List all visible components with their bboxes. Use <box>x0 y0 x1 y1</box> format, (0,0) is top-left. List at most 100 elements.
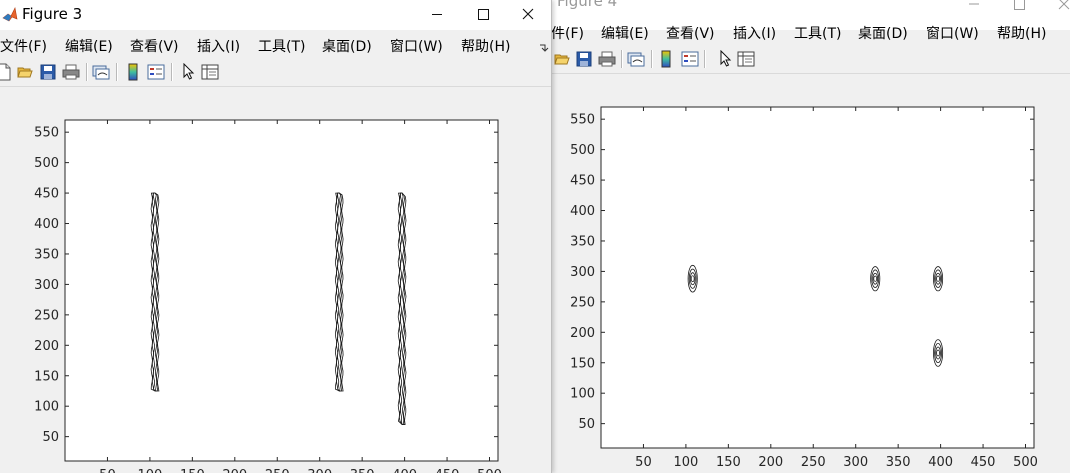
menu-edit[interactable]: 编辑(E) <box>65 39 113 55</box>
fig4-y-tick-label: 300 <box>570 265 595 280</box>
save-icon[interactable] <box>575 50 593 68</box>
menu-insert[interactable]: 插入(I) <box>733 26 777 42</box>
minimize-icon <box>432 14 442 15</box>
fig3-x-tick-label: 50 <box>99 468 116 473</box>
fig4-x-tick-label: 400 <box>928 455 953 470</box>
fig4-x-tick-label: 500 <box>1013 455 1038 470</box>
toolbar-separator <box>116 63 118 81</box>
menu-edit[interactable]: 编辑(E) <box>601 26 649 42</box>
fig3-y-tick-label: 350 <box>34 247 59 262</box>
figure-3-title: Figure 3 <box>22 5 83 23</box>
print-icon[interactable] <box>62 63 80 81</box>
property-editor-icon[interactable] <box>737 50 755 68</box>
fig4-x-tick-label: 350 <box>886 455 911 470</box>
fig4-contour-line <box>687 264 698 293</box>
fig3-y-tick-label: 500 <box>34 156 59 171</box>
fig3-x-tick-label: 250 <box>265 468 290 473</box>
fig3-axes-box <box>64 119 499 462</box>
open-icon[interactable] <box>16 63 34 81</box>
fig4-contour-line <box>935 346 941 360</box>
fig3-contour-line <box>399 192 405 425</box>
pointer-icon[interactable] <box>180 62 198 81</box>
figure-3-canvas: 50 100 150 200 250 300 350 400 450 500 550 50 100 150… <box>0 87 551 473</box>
link-plot-icon[interactable] <box>627 50 645 68</box>
menu-view[interactable]: 查看(V) <box>666 26 715 42</box>
menu-help[interactable]: 帮助(H) <box>461 39 511 55</box>
fig3-y-tick-label: 150 <box>34 369 59 384</box>
fig4-contour-line <box>688 268 697 289</box>
figure-3-titlebar: Figure 3 <box>0 0 551 30</box>
toolbar-divider <box>551 73 1070 74</box>
fig4-x-tick-label: 50 <box>635 455 652 470</box>
toolbar-separator <box>704 50 706 68</box>
fig3-contour-line <box>152 192 158 392</box>
menu-window[interactable]: 窗口(W) <box>390 39 443 55</box>
fig4-y-tick-label: 200 <box>570 326 595 341</box>
fig4-contour-line <box>936 275 940 282</box>
fig4-contour-line <box>933 339 944 367</box>
fig4-y-tick-label: 550 <box>570 113 595 128</box>
menu-file[interactable]: 件(F) <box>551 26 584 42</box>
figure-4-canvas: 50 100 150 200 250 300 350 400 450 500 550 50 100 150… <box>551 74 1070 473</box>
fig3-y-tick-label: 250 <box>34 308 59 323</box>
colorbar-icon[interactable] <box>657 50 675 68</box>
minimize-button[interactable] <box>951 0 997 20</box>
fig3-y-tick-label: 300 <box>34 278 59 293</box>
fig4-contour-line <box>934 342 942 364</box>
fig4-y-tick-label: 150 <box>570 356 595 371</box>
toolbar-separator <box>86 63 88 81</box>
menu-view[interactable]: 查看(V) <box>130 39 179 55</box>
open-icon[interactable] <box>553 50 571 68</box>
fig4-x-tick-label: 450 <box>971 455 996 470</box>
fig4-y-tick-label: 50 <box>578 417 595 432</box>
new-figure-icon[interactable] <box>0 63 13 81</box>
fig4-x-tick-label: 150 <box>716 455 741 470</box>
maximize-icon <box>1014 0 1025 10</box>
fig4-x-tick-label: 100 <box>673 455 698 470</box>
figure-3-window: Figure 3 文件(F) 编辑(E) 查看(V) 插入(I) 工具(T) 桌… <box>0 0 552 473</box>
figure-3-axes[interactable]: 50 100 150 200 250 300 350 400 450 500 550 50 100 150… <box>0 87 551 473</box>
figure-3-menubar <box>0 30 551 58</box>
close-button[interactable] <box>505 0 551 30</box>
fig3-contour-band <box>397 192 407 425</box>
fig4-contour-line <box>934 269 942 288</box>
toolbar-divider <box>0 86 551 87</box>
menu-tools[interactable]: 工具(T) <box>258 39 306 55</box>
figure-4-axes[interactable]: 50 100 150 200 250 300 350 400 450 500 550 50 100 150… <box>551 74 1070 473</box>
print-icon[interactable] <box>598 50 616 68</box>
close-icon <box>1058 0 1070 10</box>
legend-icon[interactable] <box>681 50 699 68</box>
menu-insert[interactable]: 插入(I) <box>197 39 241 55</box>
menu-desktop[interactable]: 桌面(D) <box>858 26 908 42</box>
link-plot-icon[interactable] <box>92 63 110 81</box>
fig4-x-tick-label: 250 <box>801 455 826 470</box>
menu-tools[interactable]: 工具(T) <box>794 26 842 42</box>
maximize-button[interactable] <box>996 0 1042 20</box>
fig4-axes-box <box>600 106 1035 449</box>
save-icon[interactable] <box>39 63 57 81</box>
fig3-x-tick-label: 400 <box>392 468 417 473</box>
menu-desktop[interactable]: 桌面(D) <box>322 39 372 55</box>
fig3-y-tick-label: 100 <box>34 400 59 415</box>
legend-icon[interactable] <box>147 63 165 81</box>
maximize-button[interactable] <box>460 0 506 30</box>
figure-4-titlebar: Figure 4 <box>551 0 1070 30</box>
pointer-icon[interactable] <box>717 49 735 68</box>
menu-help[interactable]: 帮助(H) <box>997 26 1047 42</box>
fig3-contour-band <box>334 192 344 392</box>
menu-window[interactable]: 窗口(W) <box>926 26 979 42</box>
menu-file[interactable]: 文件(F) <box>0 39 47 55</box>
fig4-contour-line <box>689 272 696 286</box>
fig4-y-tick-label: 500 <box>570 143 595 158</box>
fig3-x-tick-label: 500 <box>477 468 502 473</box>
toolbar-toggle-arrow-icon[interactable] <box>539 38 549 57</box>
fig3-x-tick-label: 150 <box>180 468 205 473</box>
fig4-contour-blob <box>933 339 944 367</box>
colorbar-icon[interactable] <box>124 63 142 81</box>
toolbar-separator <box>171 63 173 81</box>
fig4-contour-blob <box>687 264 698 293</box>
fig3-x-tick-label: 300 <box>307 468 332 473</box>
property-editor-icon[interactable] <box>201 63 219 81</box>
close-button[interactable] <box>1041 0 1070 20</box>
minimize-button[interactable] <box>414 0 460 30</box>
